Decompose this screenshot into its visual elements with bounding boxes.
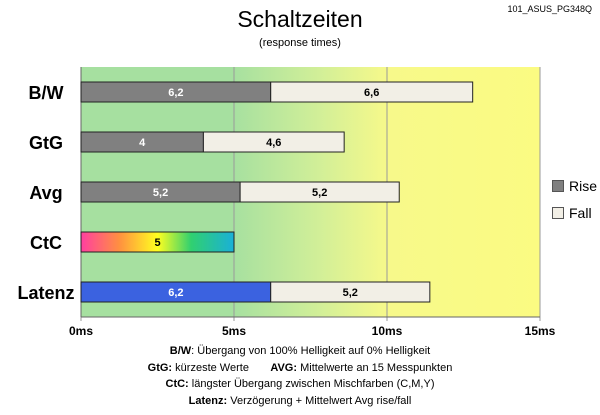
note-latenz: Latenz: Verzögerung + Mittelwert Avg ris… [188, 394, 412, 407]
x-tick-label: 0ms [69, 324, 93, 338]
x-tick-label: 10ms [372, 324, 403, 338]
category-label: B/W [29, 83, 64, 103]
bar-fall [270, 281, 431, 303]
note-bw: B/W: Übergang von 100% Helligkeit auf 0%… [169, 345, 431, 357]
category-label: Avg [29, 183, 62, 203]
data-label-rise: 5,2 [153, 187, 168, 199]
legend-fall: Fall [552, 205, 592, 221]
note-gtg-avg: GtG: kürzeste Werte AVG: Mittelwerte an … [147, 361, 453, 374]
x-tick-label: 15ms [525, 324, 556, 338]
data-label-rise: 6,2 [168, 287, 183, 299]
data-label-fall: 6,6 [364, 87, 379, 99]
data-label-fall: 5,2 [343, 287, 358, 299]
data-label-rise: 6,2 [168, 87, 183, 99]
chart-title: Schaltzeiten [237, 6, 363, 32]
chart-subtitle: (response times) [259, 37, 341, 49]
legend-rise-label: Rise [569, 178, 598, 194]
data-label-fall: 4,6 [266, 137, 281, 149]
legend-rise: Rise [552, 178, 597, 194]
data-label-fall: 5,2 [312, 187, 327, 199]
bar-fall [270, 81, 474, 103]
legend-rise-swatch [552, 180, 564, 192]
data-label-rise: 5 [154, 237, 160, 249]
data-label-rise: 4 [139, 137, 146, 149]
bar-fall [239, 181, 400, 203]
category-label: GtG [29, 133, 63, 153]
bar-fall [202, 131, 345, 153]
bar-rise [80, 231, 235, 253]
model-code: 101_ASUS_PG348Q [507, 4, 592, 14]
legend-fall-label: Fall [569, 205, 592, 221]
note-ctc: CtC: längster Übergang zwischen Mischfar… [165, 378, 435, 390]
x-tick-label: 5ms [222, 324, 246, 338]
footnotes: B/W: Übergang von 100% Helligkeit auf 0%… [0, 343, 600, 409]
category-label: CtC [30, 233, 62, 253]
legend-fall-swatch [552, 207, 564, 219]
category-label: Latenz [17, 283, 74, 303]
